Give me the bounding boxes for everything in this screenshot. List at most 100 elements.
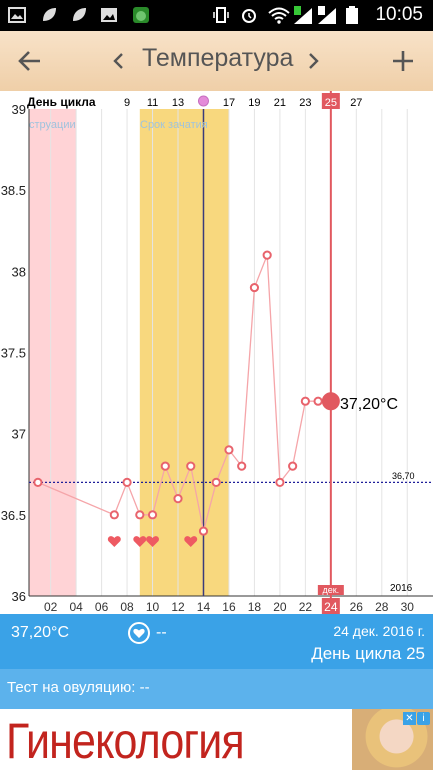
- x-tick-label: 08: [120, 600, 134, 614]
- close-icon[interactable]: ✕: [403, 712, 416, 725]
- toolbar: Температура: [0, 31, 433, 92]
- ovulation-day-marker: [197, 95, 209, 107]
- temperature-point[interactable]: [33, 477, 43, 487]
- day-info-bar[interactable]: 37,20°C -- 24 дек. 2016 г. День цикла 25: [0, 614, 433, 669]
- temperature-point[interactable]: [198, 526, 209, 536]
- temperature-chart[interactable]: струации Срок зачатия День цикла 36,70 2…: [0, 91, 433, 614]
- temperature-point[interactable]: [122, 477, 132, 487]
- conception-label: Срок зачатия: [140, 119, 208, 131]
- x-tick-label: 22: [299, 600, 313, 614]
- temperature-point[interactable]: [173, 494, 183, 504]
- temperature-point[interactable]: [135, 510, 145, 520]
- x-tick-label: 30: [401, 600, 415, 614]
- temperature-point[interactable]: [262, 250, 272, 260]
- x-tick-label: 18: [248, 600, 262, 614]
- status-bar: 10:05: [0, 0, 433, 31]
- cycle-day-label: 21: [274, 97, 286, 109]
- current-month-marker: [317, 585, 344, 595]
- y-tick-label: 37: [12, 427, 26, 442]
- x-tick-label: 12: [171, 600, 185, 614]
- temperature-value: 37,20°C: [11, 624, 69, 641]
- x-tick-label: 06: [95, 600, 109, 614]
- temperature-point[interactable]: [249, 282, 260, 293]
- heart-marker: [146, 536, 159, 547]
- x-tick-label: 28: [375, 600, 389, 614]
- temperature-chart-svg[interactable]: струации Срок зачатия День цикла 36,70 2…: [0, 91, 433, 614]
- conception-band: [139, 109, 229, 596]
- page-title: Температура: [142, 44, 294, 72]
- prev-period-button[interactable]: [96, 39, 140, 83]
- temperature-point[interactable]: [288, 461, 298, 471]
- current-temperature-point[interactable]: [321, 392, 340, 411]
- back-button[interactable]: [8, 39, 52, 83]
- x-tick-label: 24: [324, 600, 338, 614]
- gallery-icon: [8, 7, 26, 23]
- y-tick-label: 39: [12, 102, 26, 117]
- mood-value: --: [156, 624, 167, 641]
- ad-text: Гинекология: [6, 713, 245, 769]
- temperature-point[interactable]: [211, 477, 221, 487]
- month-label: дек.: [322, 585, 339, 595]
- heart-marker: [107, 536, 121, 547]
- y-tick-label: 38.5: [1, 183, 26, 198]
- chevron-right-icon: [309, 53, 319, 69]
- current-cycle-day-marker: [321, 93, 340, 109]
- cycle-day-label: 27: [350, 97, 362, 109]
- cycle-day-label: 19: [248, 97, 260, 109]
- x-tick-label: 04: [69, 600, 83, 614]
- info-icon[interactable]: i: [417, 712, 430, 725]
- ovulation-test-bar[interactable]: Тест на овуляцию: --: [0, 669, 433, 709]
- chevron-left-icon: [113, 53, 123, 69]
- vibrate-icon: [213, 7, 229, 23]
- temperature-point[interactable]: [275, 477, 285, 487]
- cycle-day-label: 13: [172, 97, 184, 109]
- x-tick-label: 10: [146, 600, 160, 614]
- cycle-day-label: День цикла: [27, 95, 96, 109]
- y-tick-label: 38: [12, 264, 26, 279]
- image-icon: [101, 8, 117, 22]
- heart-icon[interactable]: [128, 622, 150, 644]
- y-tick-label: 36.5: [1, 508, 26, 523]
- heart-marker: [133, 536, 147, 547]
- heart-marker: [184, 536, 198, 547]
- temperature-point[interactable]: [224, 445, 234, 455]
- x-tick-label: 16: [222, 600, 236, 614]
- x-tick-label: 14: [197, 600, 211, 614]
- alarm-icon: [242, 9, 256, 23]
- x-tick-label: 26: [350, 600, 364, 614]
- coverline-value: 36,70: [392, 471, 415, 481]
- cycle-day-label: 9: [124, 97, 130, 109]
- leaf-icon: [73, 8, 86, 21]
- temperature-point[interactable]: [109, 510, 119, 520]
- android-icon: [133, 7, 149, 23]
- current-date-marker: [321, 598, 340, 614]
- ad-banner[interactable]: Гинекология ✕ i: [0, 709, 433, 770]
- signal-sim2-icon: [318, 6, 336, 24]
- cycle-day-label: 25: [325, 97, 337, 109]
- temperature-point[interactable]: [186, 461, 196, 471]
- status-time: 10:05: [375, 4, 423, 25]
- signal-sim1-icon: [294, 6, 312, 24]
- x-tick-label: 20: [273, 600, 287, 614]
- y-tick-label: 36: [12, 589, 26, 604]
- menstruation-label: струации: [29, 119, 76, 131]
- wifi-icon: [268, 7, 290, 24]
- add-button[interactable]: [381, 39, 425, 83]
- leaf-icon: [43, 8, 56, 21]
- cycle-day-value: День цикла 25: [311, 644, 425, 663]
- y-tick-label: 37.5: [1, 346, 26, 361]
- plus-icon: [393, 51, 413, 71]
- temperature-point[interactable]: [313, 396, 323, 406]
- cycle-day-label: 23: [299, 97, 311, 109]
- ovulation-test-label: Тест на овуляцию: --: [7, 679, 150, 696]
- temperature-point[interactable]: [300, 396, 310, 406]
- selected-date: 24 дек. 2016 г.: [333, 623, 425, 639]
- temperature-point[interactable]: [237, 461, 247, 471]
- menstruation-band: [29, 109, 77, 596]
- temperature-point[interactable]: [147, 510, 158, 520]
- year-label: 2016: [390, 583, 413, 594]
- battery-icon: [346, 6, 358, 24]
- next-period-button[interactable]: [292, 39, 336, 83]
- cycle-day-label: 11: [147, 97, 158, 109]
- temperature-point[interactable]: [160, 461, 170, 471]
